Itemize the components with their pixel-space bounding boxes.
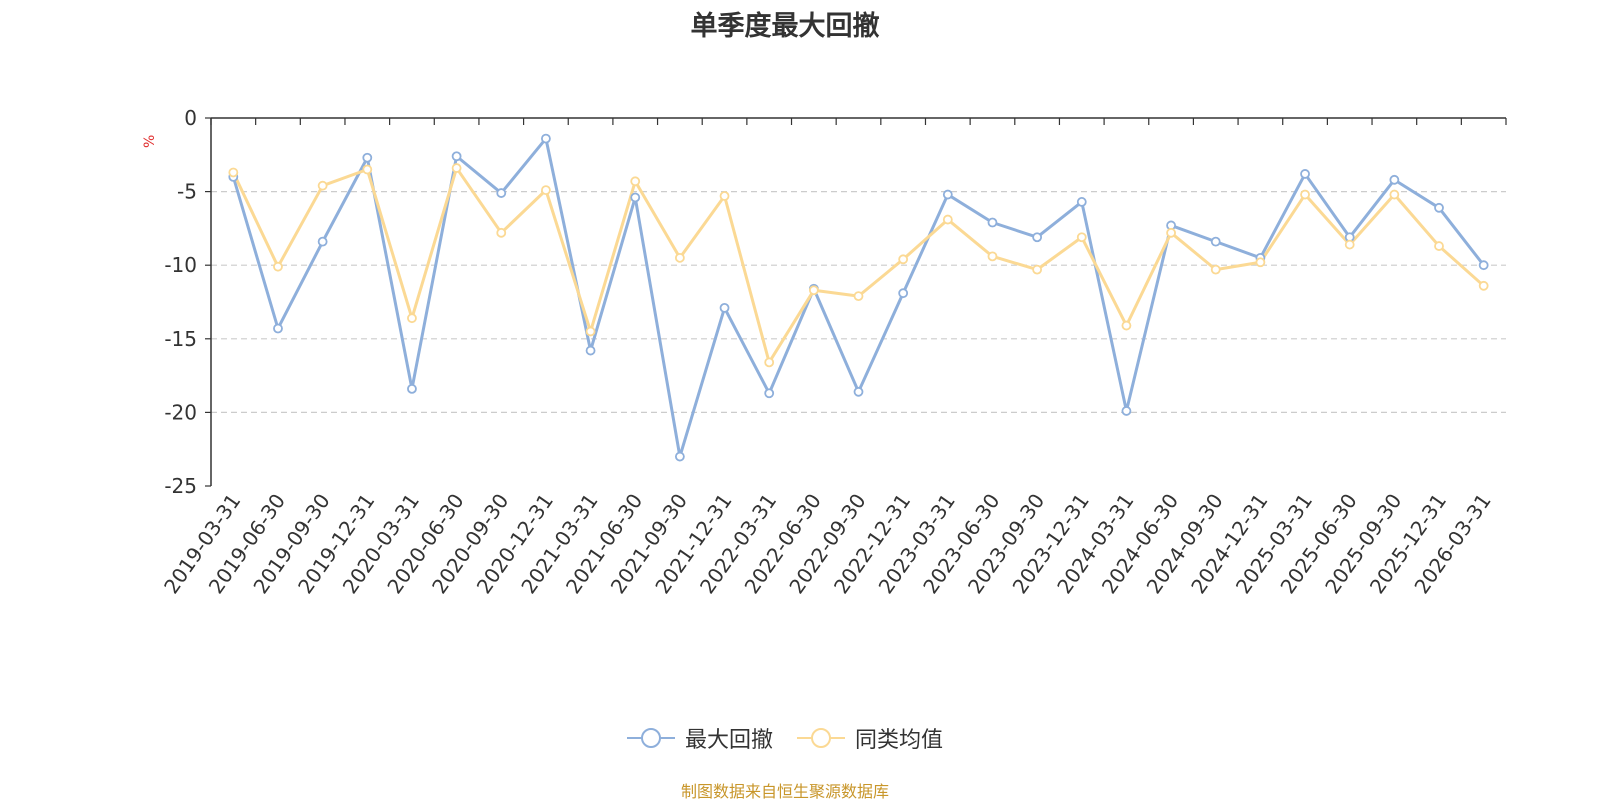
data-point-series-0 — [1210, 236, 1221, 247]
data-point-series-1 — [1255, 257, 1266, 268]
legend-marker-series-1-icon — [797, 728, 845, 748]
legend-label-series-0: 最大回撤 — [684, 728, 773, 753]
y-tick-label: -5 — [177, 180, 197, 204]
data-point-series-0 — [451, 151, 462, 162]
data-point-series-0 — [853, 386, 864, 397]
data-point-series-0 — [719, 302, 730, 313]
y-tick-label: -20 — [164, 400, 197, 424]
data-point-series-0 — [317, 236, 328, 247]
data-point-series-0 — [1032, 232, 1043, 243]
data-point-series-1 — [451, 163, 462, 173]
data-point-series-1 — [764, 357, 775, 368]
y-tick-label: -10 — [164, 253, 197, 277]
data-point-series-0 — [362, 152, 373, 163]
legend-item-series-1[interactable]: 同类均值 — [797, 722, 943, 754]
data-point-series-1 — [541, 185, 551, 196]
data-point-series-1 — [317, 180, 328, 191]
data-point-series-0 — [1434, 202, 1444, 213]
y-tick-label: -25 — [164, 474, 197, 498]
data-point-series-0 — [273, 323, 283, 334]
data-point-series-1 — [1210, 264, 1221, 275]
data-point-series-1 — [1166, 227, 1176, 238]
data-point-series-1 — [719, 191, 730, 201]
data-point-series-0 — [630, 192, 641, 203]
y-tick-label: 0 — [184, 106, 197, 130]
data-point-series-1 — [1121, 320, 1132, 331]
data-point-series-0 — [541, 133, 551, 144]
data-point-series-1 — [407, 313, 417, 324]
data-point-series-1 — [273, 261, 283, 272]
data-point-series-1 — [1389, 189, 1400, 200]
data-point-series-1 — [942, 214, 953, 225]
data-point-series-1 — [674, 252, 685, 263]
data-point-series-0 — [1121, 406, 1132, 416]
data-point-series-1 — [853, 291, 864, 302]
data-point-series-0 — [407, 383, 417, 394]
data-point-series-0 — [1478, 260, 1489, 271]
data-point-series-0 — [1389, 174, 1400, 185]
data-point-series-0 — [1076, 197, 1087, 207]
data-point-series-0 — [1300, 169, 1310, 179]
data-point-series-1 — [808, 285, 819, 296]
data-point-series-1 — [1032, 264, 1043, 275]
data-source-note: 制图数据来自恒生聚源数据库 — [680, 782, 889, 801]
data-point-series-0 — [898, 288, 909, 299]
data-point-series-0 — [987, 217, 998, 228]
data-point-series-1 — [1434, 241, 1444, 251]
data-point-series-1 — [898, 254, 909, 265]
legend-item-series-0[interactable]: 最大回撤 — [626, 722, 773, 754]
data-point-series-1 — [362, 164, 373, 175]
data-point-series-1 — [630, 176, 641, 187]
y-tick-label: -15 — [164, 327, 197, 351]
data-point-series-1 — [1300, 189, 1310, 200]
chart-title: 单季度最大回撤 — [690, 11, 880, 42]
data-point-series-1 — [496, 227, 507, 238]
data-point-series-0 — [764, 388, 775, 399]
data-point-series-0 — [585, 345, 596, 356]
data-point-series-1 — [228, 167, 239, 178]
data-point-series-1 — [987, 251, 998, 262]
data-point-series-1 — [1344, 239, 1355, 250]
data-point-series-1 — [585, 326, 596, 337]
data-point-series-0 — [674, 451, 685, 462]
data-point-series-1 — [1076, 232, 1087, 243]
legend-label-series-1: 同类均值 — [855, 728, 944, 753]
data-point-series-0 — [942, 189, 953, 200]
legend: 最大回撤 同类均值 — [0, 722, 1570, 754]
data-point-series-1 — [1478, 280, 1489, 291]
legend-marker-series-0-icon — [626, 728, 675, 748]
data-point-series-0 — [496, 188, 507, 198]
